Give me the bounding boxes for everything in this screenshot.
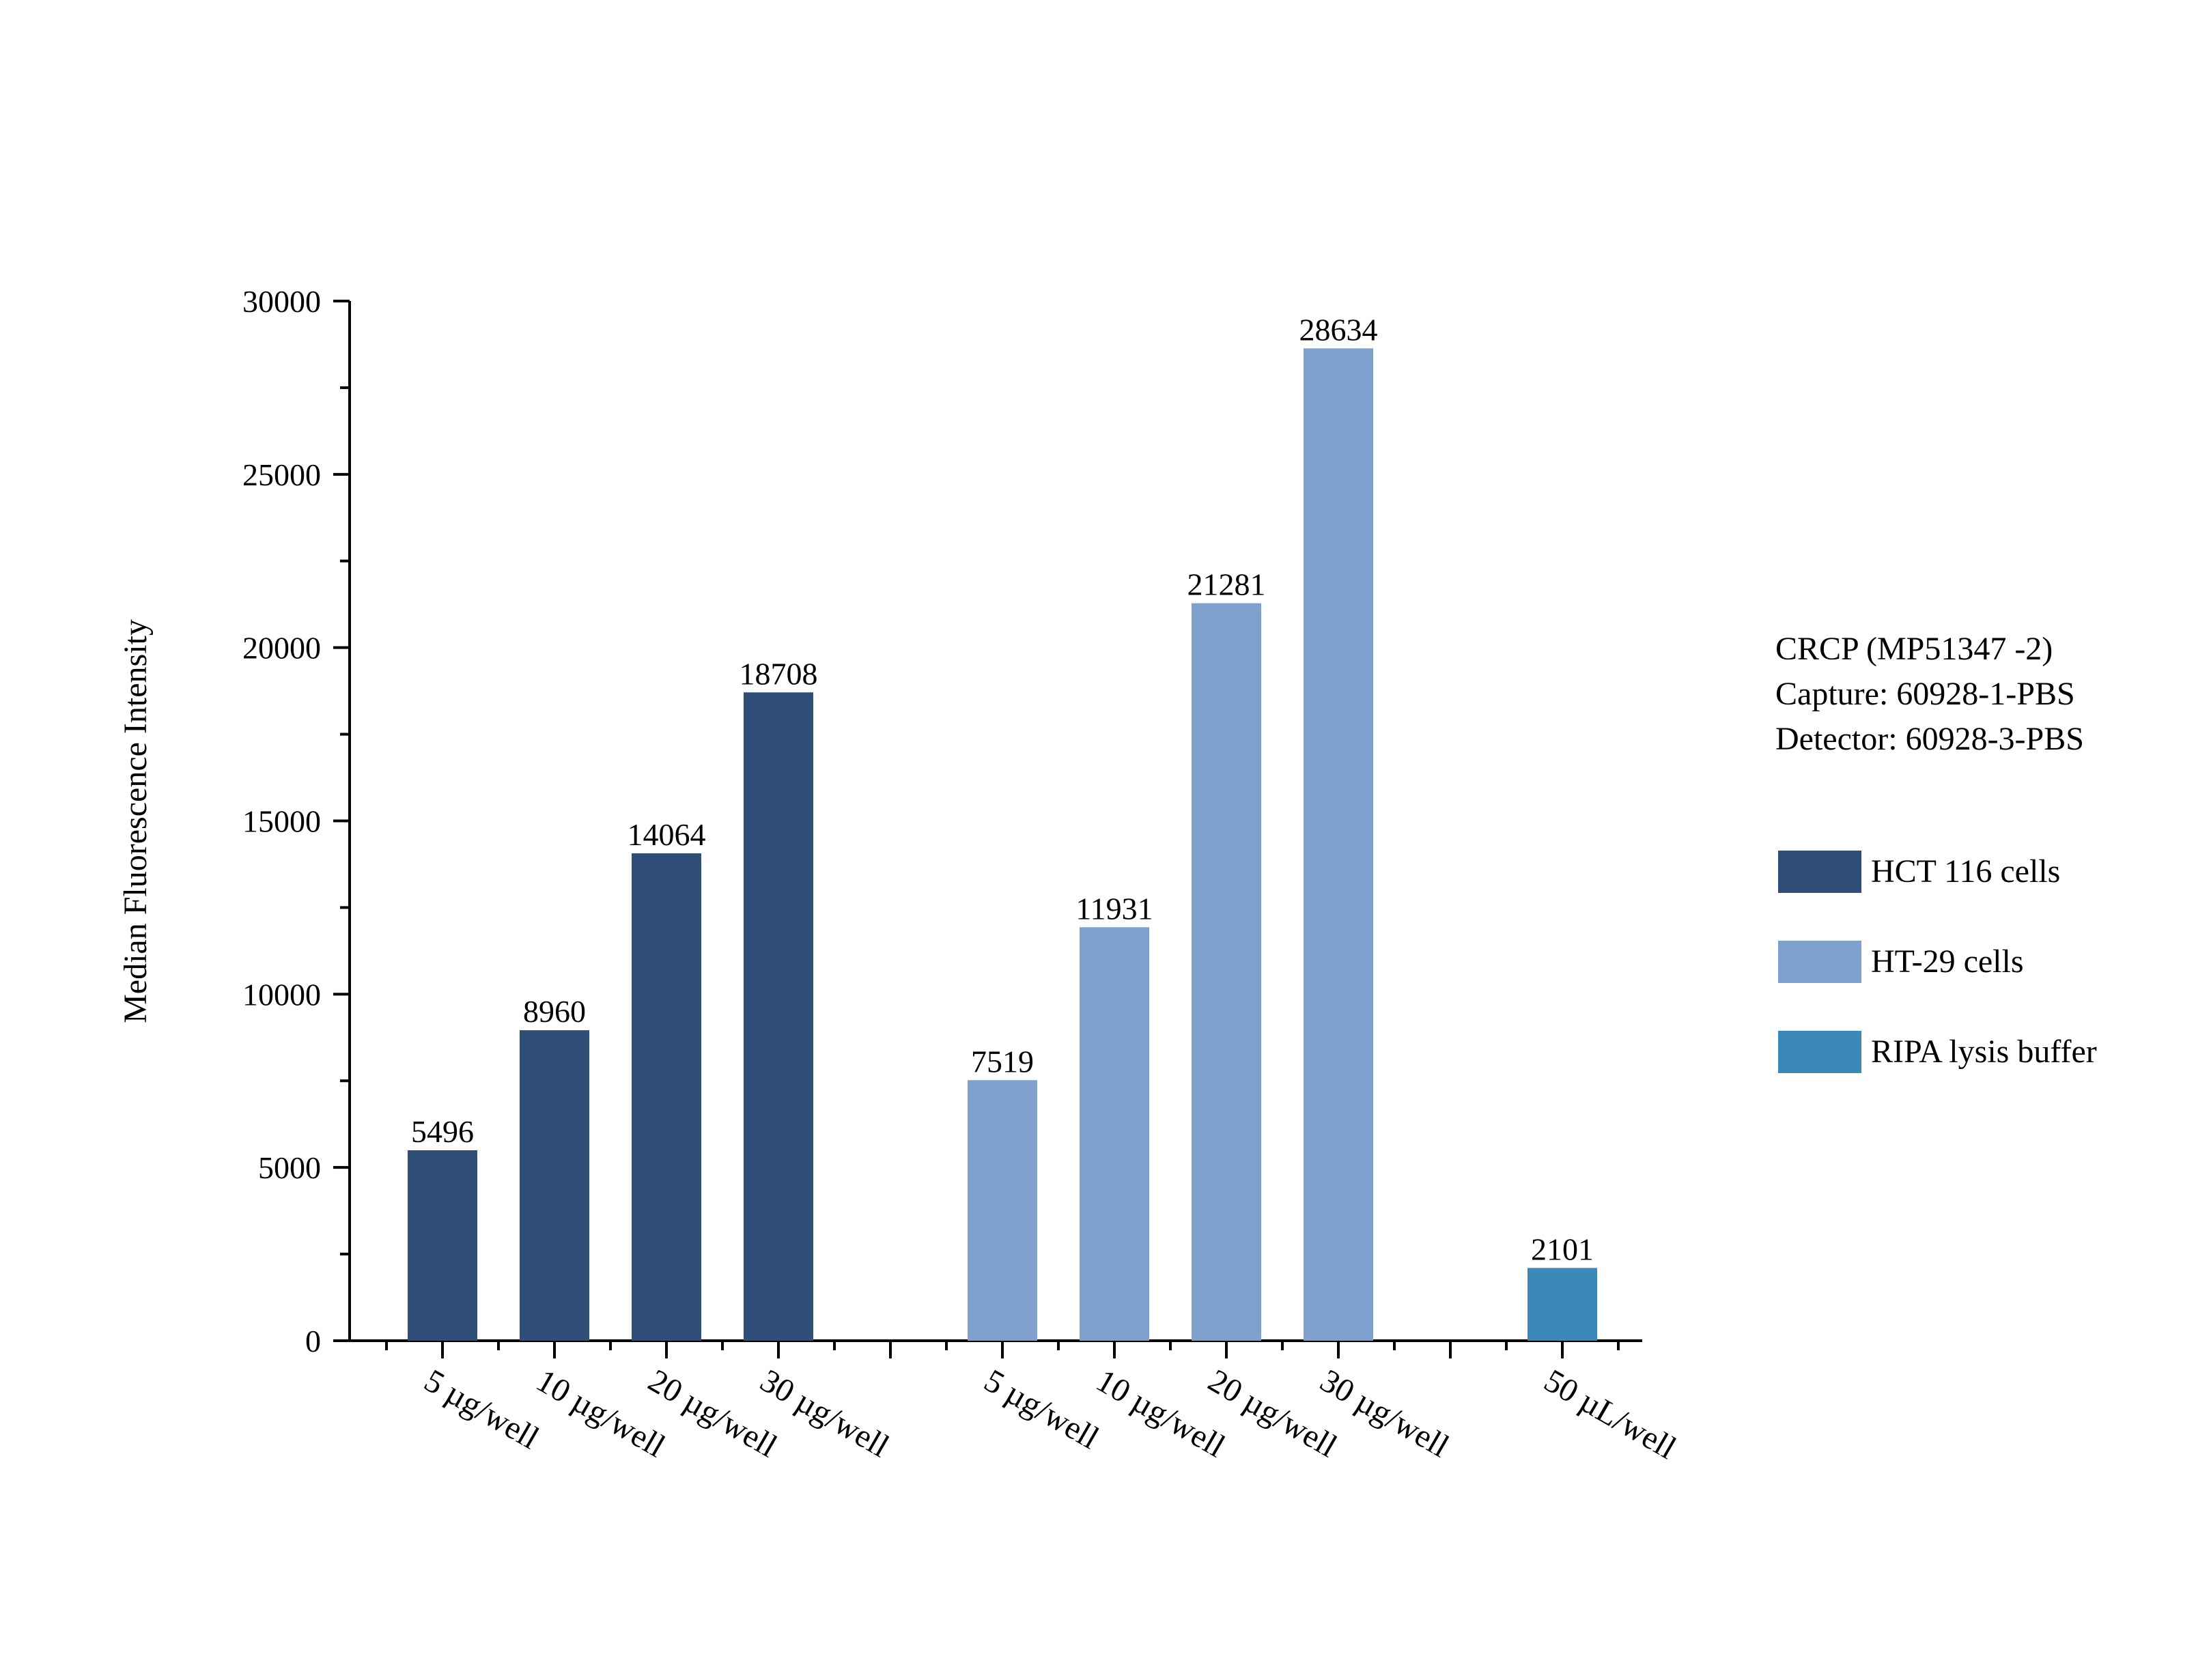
legend-swatch-hct116 — [1778, 851, 1861, 893]
x-ticks — [385, 1341, 1620, 1358]
bar — [1192, 603, 1261, 1341]
bar-value-label: 7519 — [971, 1044, 1034, 1079]
x-tick-label: 5 µg/well — [419, 1363, 546, 1457]
annotation-line-capture: Capture: 60928-1-PBS — [1775, 676, 2075, 712]
bar-value-label: 11931 — [1075, 891, 1153, 926]
bar-value-label: 21281 — [1187, 567, 1266, 602]
bar-value-label: 8960 — [523, 994, 586, 1029]
data-labels: 5496 8960 14064 18708 7519 11931 21281 28634 210… — [411, 312, 1594, 1266]
legend-swatch-ripa — [1778, 1031, 1861, 1073]
bar — [1528, 1268, 1597, 1341]
chart-annotation: CRCP (MP51347 -2) Capture: 60928-1-PBS D… — [1775, 627, 2084, 762]
x-tick-label: 30 µg/well — [755, 1363, 895, 1465]
x-tick-label: 20 µg/well — [643, 1363, 783, 1465]
legend-label-ht29: HT-29 cells — [1871, 943, 2024, 980]
y-tick-label: 5000 — [258, 1150, 321, 1185]
annotation-line-protein: CRCP (MP51347 -2) — [1775, 631, 2053, 667]
bar — [1304, 348, 1373, 1341]
x-tick-label: 10 µg/well — [531, 1363, 671, 1465]
y-tick-label: 15000 — [242, 804, 321, 839]
bar — [744, 692, 813, 1341]
y-tick-label: 0 — [305, 1324, 321, 1358]
y-axis-label: Median Fluorescence Intensity — [117, 619, 154, 1023]
legend-label-hct116: HCT 116 cells — [1871, 853, 2061, 889]
legend-item-ht29: HT-29 cells — [1778, 939, 2097, 984]
y-tick-label: 25000 — [242, 457, 321, 492]
annotation-line-detector: Detector: 60928-3-PBS — [1775, 721, 2084, 757]
x-tick-label: 20 µg/well — [1202, 1363, 1343, 1465]
bar — [1080, 927, 1149, 1341]
x-tick-label: 10 µg/well — [1090, 1363, 1231, 1465]
bar-value-label: 28634 — [1299, 312, 1378, 347]
y-tick-label: 20000 — [242, 631, 321, 666]
bar-value-label: 14064 — [628, 817, 706, 852]
bar — [408, 1150, 477, 1341]
y-tick-label: 30000 — [242, 284, 321, 319]
legend: HCT 116 cells HT-29 cells RIPA lysis buf… — [1778, 849, 2097, 1120]
x-tick-label: 50 µL/well — [1538, 1363, 1683, 1466]
bar — [968, 1080, 1037, 1341]
bar-value-label: 2101 — [1531, 1231, 1594, 1266]
legend-label-ripa: RIPA lysis buffer — [1871, 1034, 2097, 1070]
x-tick-label: 30 µg/well — [1314, 1363, 1455, 1465]
legend-swatch-ht29 — [1778, 941, 1861, 983]
bar — [520, 1030, 589, 1341]
legend-item-ripa: RIPA lysis buffer — [1778, 1029, 2097, 1074]
bars — [408, 348, 1597, 1341]
y-ticks: 0 5000 10000 15000 20000 25000 30000 — [242, 284, 350, 1358]
bar-value-label: 5496 — [411, 1114, 474, 1149]
x-tick-label: 5 µg/well — [979, 1363, 1106, 1457]
bar — [632, 853, 701, 1341]
bar-value-label: 18708 — [740, 656, 818, 691]
legend-item-hct116: HCT 116 cells — [1778, 849, 2097, 894]
y-tick-label: 10000 — [242, 977, 321, 1012]
